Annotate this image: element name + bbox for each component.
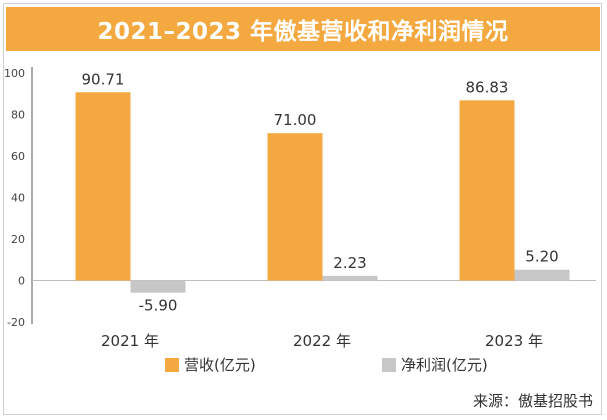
y-tick-label-2: 20	[11, 233, 25, 246]
y-tick-label-4: 60	[11, 150, 25, 163]
legend-label-0: 营收(亿元)	[184, 356, 256, 374]
x-tick-label-1: 2022 年	[293, 332, 351, 350]
y-tick-label-5: 80	[11, 109, 25, 122]
x-tick-label-2: 2023 年	[485, 332, 543, 350]
y-tick-label-0: -20	[7, 316, 25, 329]
y-tick-label-3: 40	[11, 192, 25, 205]
y-tick-label-1: 0	[18, 275, 25, 288]
legend-label-1: 净利润(亿元)	[401, 356, 488, 374]
data-label-s1-c0: -5.90	[139, 297, 178, 315]
bar-s0-c2	[459, 100, 515, 281]
data-label-s0-c2: 86.83	[466, 78, 509, 96]
data-label-s0-c0: 90.71	[82, 70, 125, 88]
title-bar: 2021–2023 年傲基营收和净利润情况	[6, 7, 600, 51]
source-note: 来源：傲基招股书	[472, 392, 593, 410]
x-tick-label-0: 2021 年	[101, 332, 159, 350]
data-label-s0-c1: 71.00	[274, 111, 317, 129]
legend-swatch-1	[382, 358, 396, 372]
legend-swatch-0	[165, 358, 179, 372]
bar-s0-c0	[75, 92, 131, 281]
data-label-s1-c1: 2.23	[333, 254, 366, 272]
bar-s0-c1	[267, 133, 323, 281]
bar-s1-c1	[322, 275, 378, 281]
bar-s1-c2	[514, 269, 570, 281]
data-label-s1-c2: 5.20	[525, 248, 558, 266]
y-tick-label-6: 100	[4, 67, 25, 80]
bar-s1-c0	[130, 280, 186, 293]
chart-title: 2021–2023 年傲基营收和净利润情况	[97, 19, 509, 45]
